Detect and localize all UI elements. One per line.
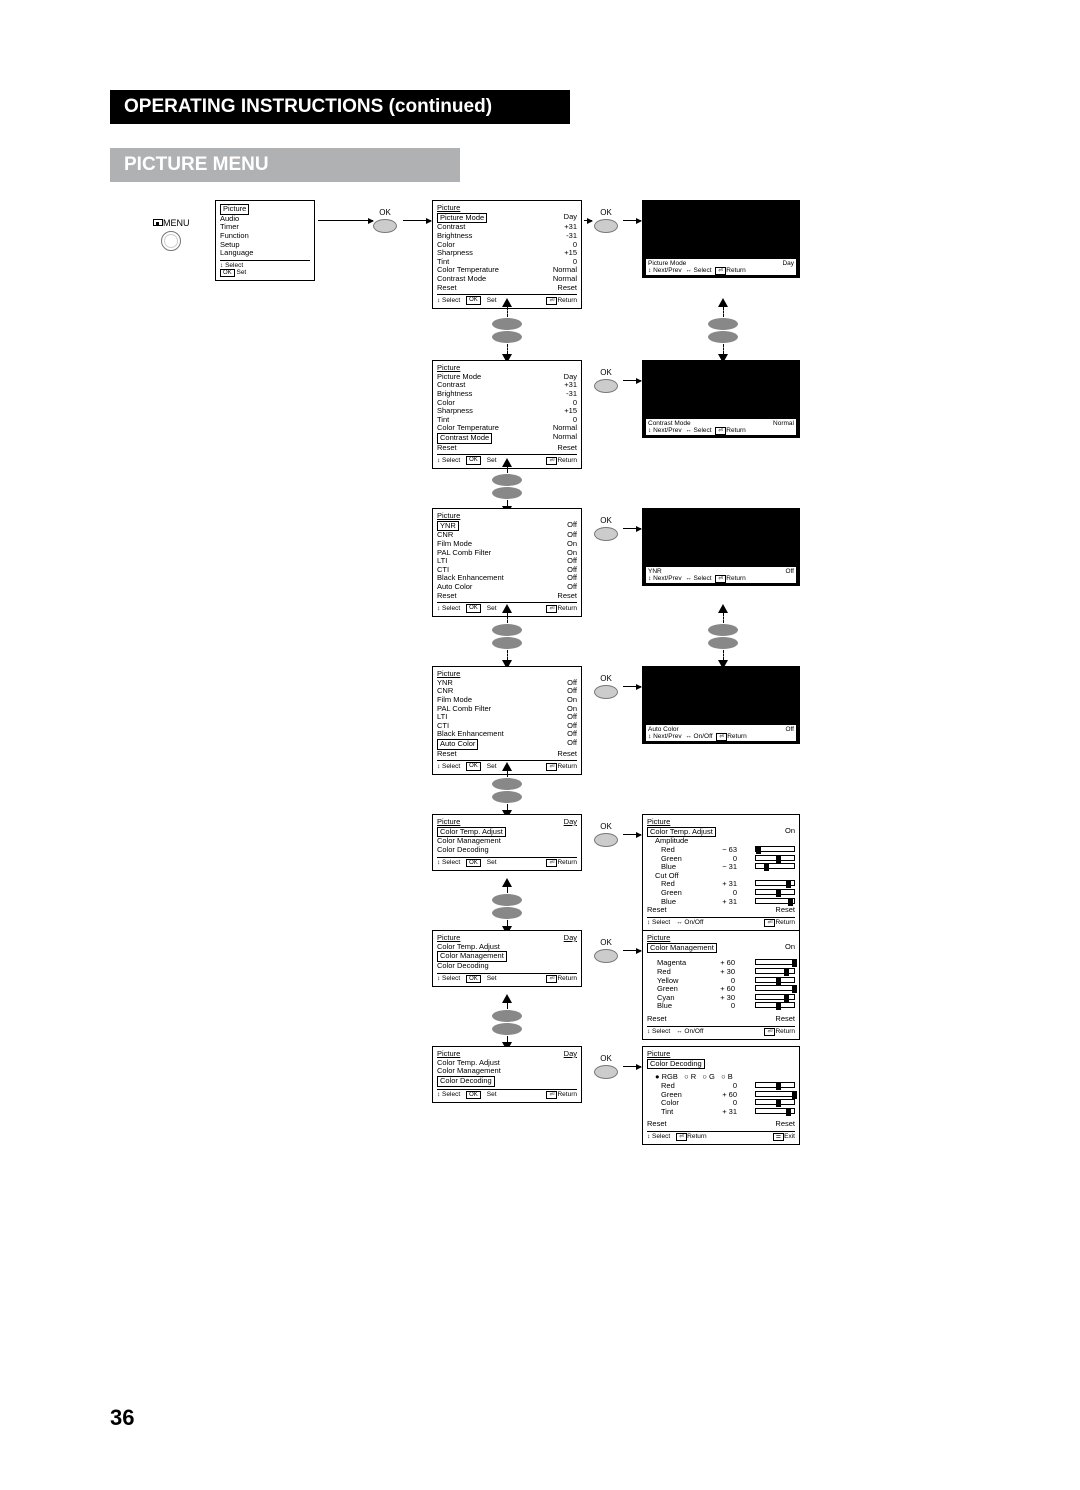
updown-connector-icon: [490, 878, 524, 935]
updown-connector-icon: [490, 458, 524, 515]
flow-arrow-icon: [318, 220, 373, 221]
footer-row: ↕ Select: [220, 260, 310, 269]
flow-arrow-icon: [623, 528, 641, 529]
menu-button-icon: MENU: [153, 218, 190, 251]
menu-label: MENU: [163, 218, 190, 228]
updown-connector-icon: [490, 604, 524, 669]
section-title-black: OPERATING INSTRUCTIONS (continued): [110, 90, 570, 124]
flow-arrow-icon: [623, 220, 641, 221]
updown-connector-icon: [706, 298, 740, 363]
flow-arrow-icon: [584, 220, 592, 221]
ok-button-icon: OK: [594, 516, 618, 541]
flow-arrow-icon: [623, 834, 641, 835]
footer-row: OK Set: [220, 269, 310, 277]
page-content: OPERATING INSTRUCTIONS (continued) PICTU…: [110, 90, 970, 182]
submenu-3: PictureDayColor Temp. AdjustColor Manage…: [432, 1046, 582, 1103]
ok-button-icon: OK: [594, 208, 618, 233]
preview-autocolor: Auto ColorOff ↕ Next/Prev ↔ On/Off ⏎Retu…: [642, 666, 800, 744]
color-temp-adjust-panel: PictureColor Temp. AdjustOnAmplitudeRed−…: [642, 814, 800, 931]
ok-button-icon: OK: [373, 208, 397, 233]
flow-arrow-icon: [623, 1066, 641, 1067]
color-decoding-panel: PictureColor Decoding● RGB ○ R ○ G ○ BRe…: [642, 1046, 800, 1145]
ok-button-icon: OK: [594, 1054, 618, 1079]
page-number: 36: [110, 1405, 134, 1431]
updown-connector-icon: [490, 298, 524, 363]
picture-menu-a: PicturePicture ModeDayContrast+31Brightn…: [432, 200, 582, 309]
menu-glyph-icon: [153, 219, 163, 226]
menu-item: Language: [220, 249, 310, 258]
flow-arrow-icon: [403, 220, 431, 221]
updown-connector-icon: [490, 762, 524, 819]
updown-connector-icon: [490, 994, 524, 1051]
submenu-2: PictureDayColor Temp. AdjustColor Manage…: [432, 930, 582, 987]
color-management-panel: PictureColor ManagementOnMagenta+ 60Red+…: [642, 930, 800, 1040]
flow-arrow-icon: [623, 950, 641, 951]
preview-contrast-mode: Contrast ModeNormal ↕ Next/Prev ↔ Select…: [642, 360, 800, 438]
ok-button-icon: OK: [594, 822, 618, 847]
preview-ynr: YNROff ↕ Next/Prev ↔ Select ⏎Return: [642, 508, 800, 586]
submenu-1: PictureDayColor Temp. AdjustColor Manage…: [432, 814, 582, 871]
ok-button-icon: OK: [594, 938, 618, 963]
updown-connector-icon: [706, 604, 740, 669]
ynr-menu-b: PictureYNROffCNROffFilm ModeOnPAL Comb F…: [432, 666, 582, 775]
ok-button-icon: OK: [594, 368, 618, 393]
preview-picture-mode: Picture ModeDay ↕ Next/Prev ↔ Select ⏎Re…: [642, 200, 800, 278]
flow-arrow-icon: [623, 380, 641, 381]
section-title-grey: PICTURE MENU: [110, 148, 460, 182]
ok-button-icon: OK: [594, 674, 618, 699]
button-ring-icon: [161, 231, 181, 251]
root-menu-box: Picture Audio Timer Function Setup Langu…: [215, 200, 315, 281]
ynr-menu-a: PictureYNROffCNROffFilm ModeOnPAL Comb F…: [432, 508, 582, 617]
picture-menu-b: PicturePicture ModeDayContrast+31Brightn…: [432, 360, 582, 469]
flow-arrow-icon: [623, 686, 641, 687]
